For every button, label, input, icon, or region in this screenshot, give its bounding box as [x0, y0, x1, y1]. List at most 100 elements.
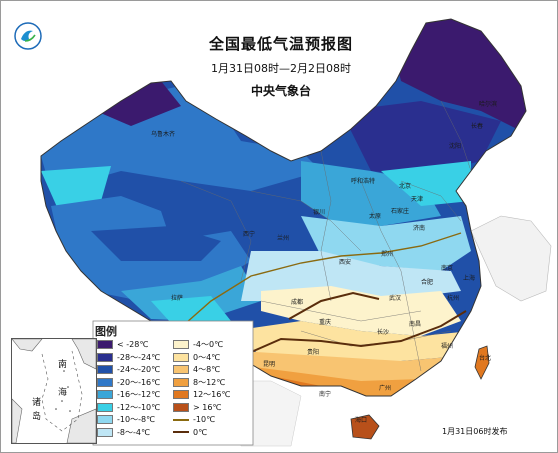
legend: < -28℃ -28～-24℃ -24～-20℃ -20～-16℃ -16～-12℃ -1…: [97, 339, 247, 445]
inset-map: [11, 338, 97, 444]
inset-label-islands2: 岛: [32, 412, 42, 422]
city-label: 合肥: [421, 279, 434, 286]
legend-item: > 16℃: [173, 402, 221, 413]
legend-swatch: [97, 377, 113, 387]
legend-swatch: [173, 377, 189, 387]
city-label: 海口: [355, 417, 368, 424]
city-label: 重庆: [319, 319, 332, 326]
cma-logo: [14, 22, 42, 50]
legend-label: -12～-10℃: [117, 402, 161, 412]
legend-label: -24～-20℃: [117, 365, 161, 374]
isotherm-zero: [248, 310, 467, 354]
legend-swatch: [173, 352, 189, 362]
legend-line-item: -10℃: [173, 414, 215, 425]
city-label: 济南: [413, 225, 426, 232]
legend-line-swatch: [173, 431, 189, 433]
inset-label-islands1: 诸: [32, 398, 42, 408]
map-subtitle: 1月31日08时—2月2日08时: [211, 62, 351, 75]
legend-label: 8～12℃: [193, 377, 226, 387]
issue-time: 1月31日06时发布: [442, 427, 508, 436]
legend-swatch: [173, 390, 189, 399]
city-label: 天津: [411, 196, 424, 203]
city-label: 台北: [479, 355, 492, 362]
legend-swatch: [97, 402, 113, 412]
city-label: 成都: [291, 299, 304, 306]
city-label: 昆明: [263, 361, 276, 368]
city-label: 银川: [313, 209, 326, 216]
inset-label-south: 南: [58, 360, 68, 370]
city-label: 长沙: [377, 329, 390, 336]
legend-label: 4～8℃: [193, 365, 221, 374]
legend-item: 12～16℃: [173, 389, 230, 400]
neighbor-land: [470, 215, 552, 302]
legend-label: -4～0℃: [193, 340, 224, 349]
legend-swatch: [97, 352, 113, 362]
legend-item: -28～-24℃: [97, 352, 160, 363]
legend-label: 0～4℃: [193, 352, 221, 362]
city-label: 长春: [471, 123, 484, 130]
legend-item: -12～-10℃: [97, 402, 160, 413]
legend-swatch: [173, 365, 189, 374]
legend-title: 图例: [95, 325, 117, 338]
map-title: 全国最低气温预报图: [208, 35, 353, 53]
legend-item: 8～12℃: [173, 377, 225, 388]
legend-label: -8～-4℃: [117, 427, 150, 437]
legend-swatch: [173, 340, 189, 349]
legend-item: 4～8℃: [173, 364, 220, 375]
legend-item: -10～-8℃: [97, 414, 155, 425]
legend-item: -20～-16℃: [97, 377, 160, 388]
inset-label-sea: 海: [58, 388, 68, 398]
isotherm-zero-north: [288, 291, 380, 320]
city-label: 贵阳: [307, 349, 320, 356]
legend-label: -10～-8℃: [117, 415, 156, 424]
legend-label: -10℃: [193, 415, 216, 424]
legend-swatch: [173, 402, 189, 412]
city-label: 广州: [379, 385, 392, 392]
legend-item: < -28℃: [97, 339, 148, 350]
legend-label: < -28℃: [117, 340, 149, 349]
title-block: 全国最低气温预报图 1月31日08时—2月2日08时 中央气象台: [191, 33, 371, 99]
legend-swatch: [97, 340, 113, 349]
city-label: 上海: [463, 275, 476, 282]
legend-swatch: [97, 365, 113, 374]
legend-label: -16～-12℃: [117, 390, 161, 399]
legend-item: -4～0℃: [173, 339, 223, 350]
city-label: 拉萨: [171, 295, 184, 302]
isotherm-minus10: [185, 232, 462, 324]
city-label: 乌鲁木齐: [151, 131, 176, 138]
legend-item: -16～-12℃: [97, 389, 160, 400]
city-label: 西宁: [243, 231, 256, 238]
city-label: 兰州: [277, 235, 290, 242]
city-label: 郑州: [381, 251, 394, 258]
taiwan-island: [474, 345, 490, 380]
south-china-sea-inset: 南 海 诸 岛: [11, 338, 97, 444]
legend-item: -8～-4℃: [97, 427, 150, 438]
legend-swatch: [97, 415, 113, 424]
city-label: 石家庄: [391, 208, 410, 215]
city-label: 南京: [441, 265, 454, 272]
city-label: 呼和浩特: [351, 178, 376, 185]
legend-label: 0℃: [193, 427, 208, 437]
city-label: 西安: [339, 259, 352, 266]
city-label: 武汉: [389, 295, 402, 302]
city-label: 北京: [399, 183, 412, 190]
city-label: 沈阳: [449, 143, 462, 150]
city-label: 南宁: [319, 391, 332, 398]
city-label: 太原: [369, 213, 382, 220]
city-label: 福州: [441, 343, 454, 350]
legend-swatch: [97, 427, 113, 437]
city-label: 杭州: [447, 295, 460, 302]
city-label: 哈尔滨: [479, 101, 498, 108]
city-label: 南昌: [409, 321, 422, 328]
legend-swatch: [97, 390, 113, 399]
hainan-island: [350, 414, 380, 440]
legend-line-item: 0℃: [173, 427, 207, 438]
legend-label: 12～16℃: [193, 390, 231, 399]
legend-line-swatch: [173, 418, 189, 421]
legend-item: 0～4℃: [173, 352, 220, 363]
legend-item: -24～-20℃: [97, 364, 160, 375]
legend-label: -28～-24℃: [117, 352, 161, 362]
legend-label: > 16℃: [193, 402, 222, 412]
